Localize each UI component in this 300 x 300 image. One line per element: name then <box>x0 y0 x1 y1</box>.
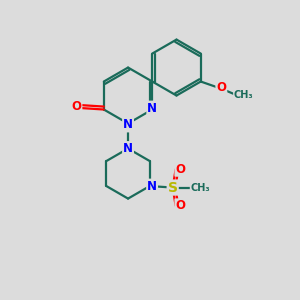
Text: O: O <box>216 81 226 94</box>
Text: CH₃: CH₃ <box>234 90 254 100</box>
Text: O: O <box>175 163 185 176</box>
Text: CH₃: CH₃ <box>190 182 210 193</box>
Text: N: N <box>147 180 157 193</box>
Text: O: O <box>175 199 185 212</box>
Text: O: O <box>71 100 81 113</box>
Text: S: S <box>168 181 178 194</box>
Text: N: N <box>147 101 157 115</box>
Text: N: N <box>123 142 133 155</box>
Text: N: N <box>123 118 133 131</box>
